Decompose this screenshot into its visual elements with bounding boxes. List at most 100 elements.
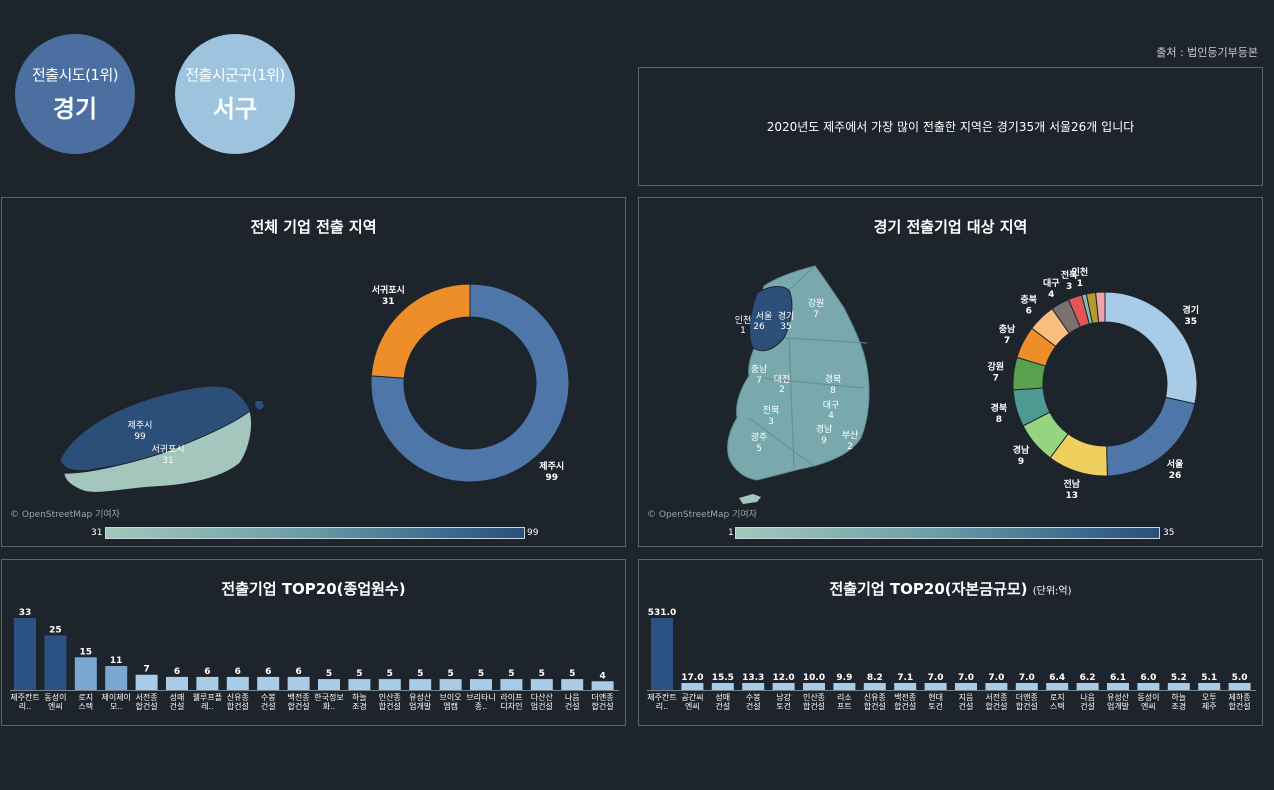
employees-bar[interactable] [257,676,280,690]
employees-category-label: 브이오 [440,692,462,702]
korea-panel: 경기 전출기업 대상 지역 인천 1 서울 26 경기 35 강원 7 충남 7… [638,197,1263,547]
capital-category-label: 로지 [1050,693,1065,702]
jeju-map-label-0-value: 99 [134,432,146,442]
capital-bar-value: 15.5 [712,673,734,683]
korea-legend-bar [735,527,1160,539]
employees-bar[interactable] [226,676,249,690]
jeju-donut-slice-value: 31 [382,297,395,307]
capital-bar[interactable] [681,683,704,690]
korea-donut-slice[interactable] [1095,291,1106,323]
capital-bar-value: 6.4 [1049,673,1065,683]
employees-bar[interactable] [500,679,523,690]
employees-bar[interactable] [44,635,67,690]
employees-bar[interactable] [166,676,188,690]
employees-category-label-line2: 엔씨 [48,701,63,711]
employees-bar[interactable] [409,679,432,690]
korea-map-label-6-value: 8 [830,386,836,396]
capital-bar[interactable] [924,683,947,690]
capital-bar[interactable] [1046,683,1069,690]
employees-bar[interactable] [561,679,584,690]
capital-bar[interactable] [711,683,734,690]
capital-category-label-line2: 합건설 [803,701,825,711]
korea-map-label-9-name: 경남 [816,423,833,435]
employees-bar[interactable] [378,679,401,690]
employees-category-label: 다산산 [531,692,554,702]
employees-bar-value: 6 [204,667,210,677]
korea-panel-title: 경기 전출기업 대상 지역 [873,218,1028,236]
capital-bar-value: 531.0 [648,608,676,618]
employees-category-label: 신유종 [227,693,249,702]
employees-category-label-line2: 건설 [170,701,185,711]
seogwipo-si-region[interactable] [63,410,253,493]
capital-bar[interactable] [955,683,977,690]
employees-bar-value: 5 [508,669,514,679]
capital-category-label-line2: 토건 [776,701,791,711]
jeju-osm-credit: © OpenStreetMap 기여자 [10,510,120,520]
employees-category-label: 브리타니 [466,692,495,702]
employees-category-label-line2: 조경 [352,701,367,711]
employees-category-label-line2: 건설 [565,701,580,711]
employees-bar[interactable] [287,676,310,690]
korea-map-label-0-value: 1 [740,326,746,336]
capital-bar-value: 6.2 [1080,673,1096,683]
summary-text: 2020년도 제주에서 가장 많이 전출한 지역은 경기35개 서울26개 입니… [766,120,1135,134]
capital-category-label-line2: 스텍 [1050,701,1065,711]
employees-bar[interactable] [318,679,340,690]
employees-bar[interactable] [74,657,97,690]
capital-bar[interactable] [742,683,765,690]
employees-bar[interactable] [196,676,219,690]
capital-category-label-line2: 합건설 [1016,701,1038,711]
employees-bar-value: 4 [599,671,605,681]
employees-bar[interactable] [348,679,371,690]
kpi-district-value: 서구 [212,95,258,123]
employees-bar[interactable] [135,674,158,690]
capital-bar[interactable] [803,683,825,690]
korea-legend-min: 1 [728,528,734,538]
capital-category-label: 동성이 [1137,692,1159,702]
capital-bar[interactable] [1137,683,1160,690]
employees-category-label: 한국정보 [314,692,343,702]
capital-bar[interactable] [1228,683,1251,690]
capital-category-label: 수봉 [746,693,761,702]
employees-bar-value: 5 [356,669,362,679]
capital-bar[interactable] [833,683,856,690]
capital-bar[interactable] [1167,683,1190,690]
employees-bar-value: 5 [387,669,393,679]
employees-bar[interactable] [14,618,36,690]
korea-map-label-4-name: 충남 [751,364,768,375]
capital-bar-value: 9.9 [836,673,852,683]
capital-bar[interactable] [1015,683,1038,690]
kpi-province-value: 경기 [52,95,98,123]
employees-bar[interactable] [439,679,462,690]
korea-donut-slice-label: 충남 [999,323,1016,335]
capital-category-label: 유성산 [1107,692,1130,702]
capital-bar[interactable] [651,618,673,690]
employees-bar[interactable] [530,679,553,690]
employees-bar-value: 6 [265,667,271,677]
capital-category-label: 인산종 [803,692,825,702]
capital-bar[interactable] [985,683,1008,690]
korea-donut-slice-value: 3 [1066,282,1072,292]
korea-map-label-8-value: 3 [768,417,774,427]
employees-bar[interactable] [470,679,492,690]
employees-bar[interactable] [105,666,128,690]
korea-map-label-5-value: 2 [779,385,785,395]
jeju-donut-slice[interactable] [370,283,570,483]
employees-category-label: 동성이 [44,692,66,702]
capital-bar[interactable] [1107,683,1129,690]
jeju-donut-slice[interactable] [370,283,471,379]
capital-bar-value: 17.0 [681,673,703,683]
employees-bar-value: 15 [80,647,93,657]
capital-category-label: 공간씨 [681,692,703,702]
employees-bar-value: 5 [478,669,484,679]
capital-bar[interactable] [863,683,886,690]
capital-category-label: 지음 [959,693,974,702]
capital-bar[interactable] [1198,683,1221,690]
employees-bar-value: 6 [174,667,180,677]
employees-bar[interactable] [591,681,614,690]
capital-bar[interactable] [772,683,795,690]
capital-bar[interactable] [894,683,917,690]
capital-bar[interactable] [1076,683,1099,690]
